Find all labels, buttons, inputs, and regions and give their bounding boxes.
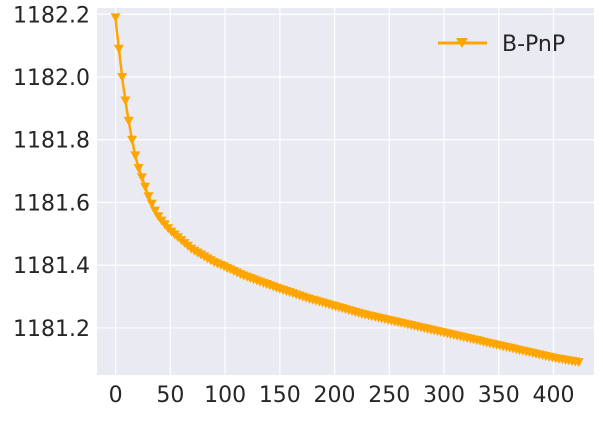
x-tick-label: 0 — [109, 383, 123, 408]
y-tick-labels: 1181.2 1181.4 1181.6 1181.8 1182.0 1182.2 — [13, 3, 90, 342]
x-tick-label: 300 — [423, 383, 465, 408]
legend-label: B-PnP — [502, 32, 565, 57]
y-tick-label: 1181.8 — [13, 129, 90, 154]
y-tick-label: 1181.2 — [13, 317, 90, 342]
y-tick-label: 1182.2 — [13, 3, 90, 28]
y-tick-label: 1181.6 — [13, 191, 90, 216]
data-point-marker — [143, 192, 154, 202]
x-tick-label: 100 — [204, 383, 246, 408]
x-tick-label: 200 — [314, 383, 356, 408]
data-point-marker — [113, 44, 124, 54]
legend: B-PnP — [438, 32, 565, 57]
plot-area — [97, 8, 594, 375]
x-tick-label: 400 — [532, 383, 574, 408]
x-tick-label: 350 — [478, 383, 520, 408]
series-layer — [110, 13, 584, 368]
data-point-marker — [130, 151, 141, 161]
data-point-marker — [573, 358, 584, 368]
data-point-marker — [110, 13, 121, 23]
y-tick-label: 1182.0 — [13, 66, 90, 91]
data-point-marker — [150, 206, 161, 216]
data-point-marker — [133, 163, 144, 173]
y-tick-label: 1181.4 — [13, 254, 90, 279]
x-tick-label: 150 — [259, 383, 301, 408]
data-point-marker — [146, 199, 157, 209]
data-point-marker — [123, 116, 134, 126]
x-tick-label: 250 — [368, 383, 410, 408]
x-tick-labels: 0 50 100 150 200 250 300 350 400 — [109, 383, 575, 408]
data-point-marker — [127, 135, 138, 145]
data-point-marker — [120, 96, 131, 106]
legend-marker-swatch — [456, 38, 468, 48]
grid-lines — [97, 8, 594, 375]
data-point-marker — [136, 173, 147, 183]
data-point-marker — [140, 182, 151, 192]
x-tick-label: 50 — [156, 383, 184, 408]
data-point-marker — [117, 73, 128, 83]
